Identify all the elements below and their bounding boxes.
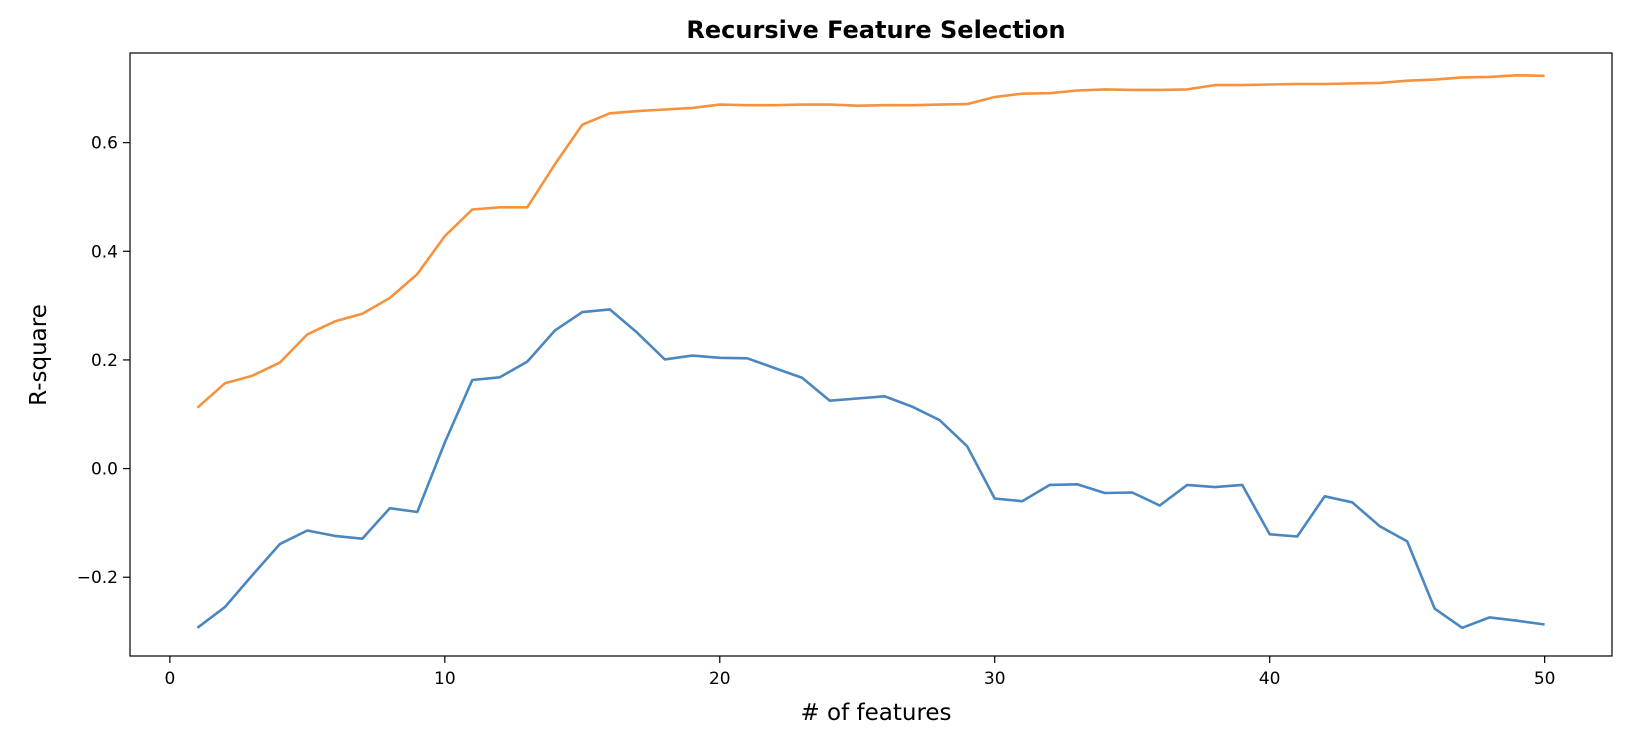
series-layer (196, 74, 1545, 630)
y-tick-label: 0.0 (91, 460, 118, 480)
y-tick-label: 0.6 (91, 134, 118, 154)
x-tick-label: 50 (1534, 669, 1556, 689)
plot-frame (129, 52, 1613, 657)
series-line-1 (196, 308, 1545, 630)
series-line-2 (196, 74, 1545, 409)
x-tick-label: 40 (1259, 669, 1281, 689)
y-axis-ticks: −0.2 0.0 0.2 0.4 0.6 (77, 134, 130, 588)
y-tick-label: 0.4 (91, 242, 118, 262)
x-tick-label: 20 (709, 669, 731, 689)
y-tick-label: 0.2 (91, 351, 118, 371)
chart-title: Recursive Feature Selection (686, 16, 1065, 44)
x-tick-label: 10 (434, 669, 456, 689)
y-tick-label: −0.2 (77, 568, 118, 588)
x-axis-label: # of features (800, 700, 951, 726)
plot-area (130, 53, 1612, 656)
x-tick-label: 30 (984, 669, 1006, 689)
y-axis-label: R-square (26, 304, 52, 406)
x-tick-label: 0 (164, 669, 175, 689)
x-axis-ticks: 0 10 20 30 40 50 (164, 656, 1555, 689)
